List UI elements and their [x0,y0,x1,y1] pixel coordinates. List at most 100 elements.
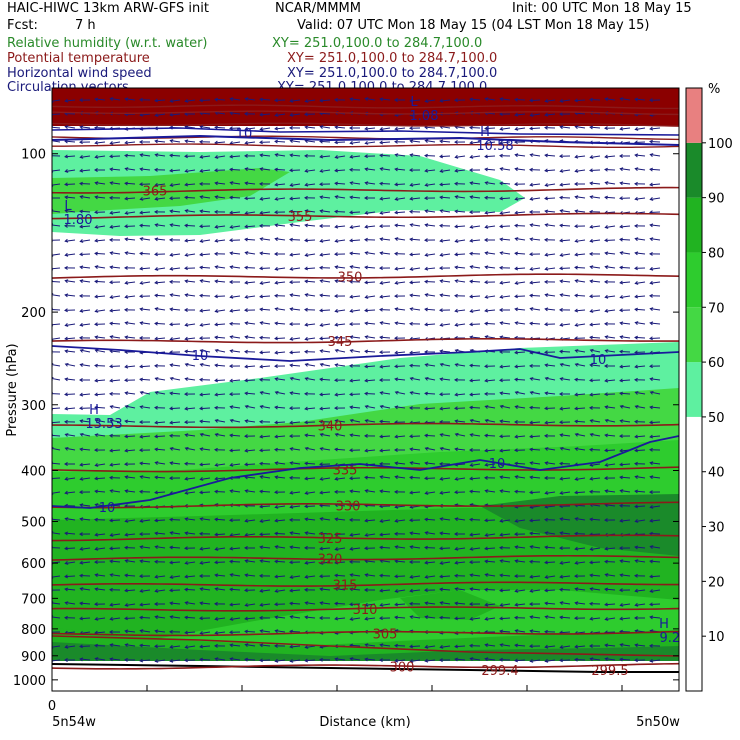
wind-vector-head [499,321,504,326]
wind-vector [305,126,316,129]
wind-vector [215,364,226,367]
wind-vector [620,630,631,633]
wind-vector-head [154,420,159,425]
wind-vector [215,112,226,115]
wind-vector-head [514,545,519,550]
wind-vector-head [364,391,368,396]
wind-vector [52,477,61,479]
wind-vector-head [94,238,99,243]
wind-vector [275,659,286,662]
wind-vector-head [529,574,534,579]
wind-vector [380,392,391,395]
wind-vector-head [214,587,219,592]
wind-vector [260,505,271,508]
wind-vector-head [604,448,608,453]
wind-vector [155,491,166,494]
wind-vector [65,631,76,634]
wind-vector-head [514,321,519,326]
wind-vector [290,546,301,549]
wind-vector-head [364,643,369,648]
wind-vector-head [124,419,129,424]
wind-vector [365,560,376,563]
wind-vector-head [304,504,308,509]
wind-vector [365,603,376,606]
wind-vector-head [94,476,99,481]
wind-vector-head [274,167,278,172]
wind-vector [230,295,241,298]
wind-vector-head [349,181,354,186]
wind-vector-head [184,433,189,438]
wind-extremum-value: 10.58 [476,139,513,154]
wind-vector-head [169,112,174,117]
wind-vector [470,225,481,228]
theta-contour-line [52,466,679,473]
wind-vector-head [244,462,248,467]
wind-vector [350,196,361,199]
wind-vector-head [409,434,413,439]
wind-vector [590,463,601,466]
wind-vector-head [424,588,428,593]
wind-vector [140,435,151,438]
wind-vector-head [349,294,354,299]
wind-vector-head [484,616,489,621]
wind-vector-head [214,168,218,173]
wind-vector-head [514,405,519,409]
wind-vector-head [94,560,98,565]
wind-vector [590,617,601,620]
wind-vector [125,519,136,522]
wind-vector [380,127,391,130]
wind-vector-head [289,168,293,173]
wind-vector-head [544,420,549,425]
wind-vector [125,617,136,620]
wind-vector [95,533,106,536]
wind-vector [65,378,76,381]
wind-vector-head [604,643,609,648]
wind-vector [530,630,541,633]
wind-vector-head [124,629,129,634]
wind-vector [365,490,376,493]
wind-vector [380,589,391,592]
wind-vector [635,98,646,101]
wind-vector [110,449,121,452]
wind-vector-head [559,546,563,551]
wind-vector [215,617,226,620]
wind-vector [80,155,91,158]
wind-vector [320,112,331,115]
wind-vector [185,183,196,186]
wind-vector-head [244,518,249,523]
wind-vector [635,391,646,395]
wind-vector-head [499,616,503,621]
wind-vector [185,363,196,367]
wind-vector [575,323,586,326]
wind-vector-head [439,587,444,592]
wind-vector [320,337,331,340]
wind-vector [515,546,526,549]
wind-vector [290,491,301,494]
wind-vector-head [109,616,114,621]
wind-vector-head [424,279,428,284]
wind-vector-head [244,237,249,242]
wind-vector-head [319,265,323,270]
wind-vector-head [169,406,173,411]
wind-vector-head [94,602,98,607]
wind-vector [65,602,76,605]
wind-vector-head [334,209,338,214]
wind-vector [470,98,481,101]
wind-vector [170,645,181,648]
wind-vector [635,365,646,368]
wind-vector-head [214,657,219,662]
wind-vector [80,518,91,521]
wind-vector-head [349,448,353,453]
wind-vector [470,239,481,242]
wind-vector-head [154,266,159,271]
wind-vector-head [634,294,639,299]
wind-vector-head [394,307,399,312]
wind-vector-head [199,168,204,173]
wind-vector [125,405,136,409]
wind-vector [200,309,211,312]
wind-vector-head [589,546,594,551]
wind-vector-head [454,532,458,536]
wind-vector [170,589,181,592]
wind-vector-head [139,390,144,395]
wind-vector [590,658,601,661]
